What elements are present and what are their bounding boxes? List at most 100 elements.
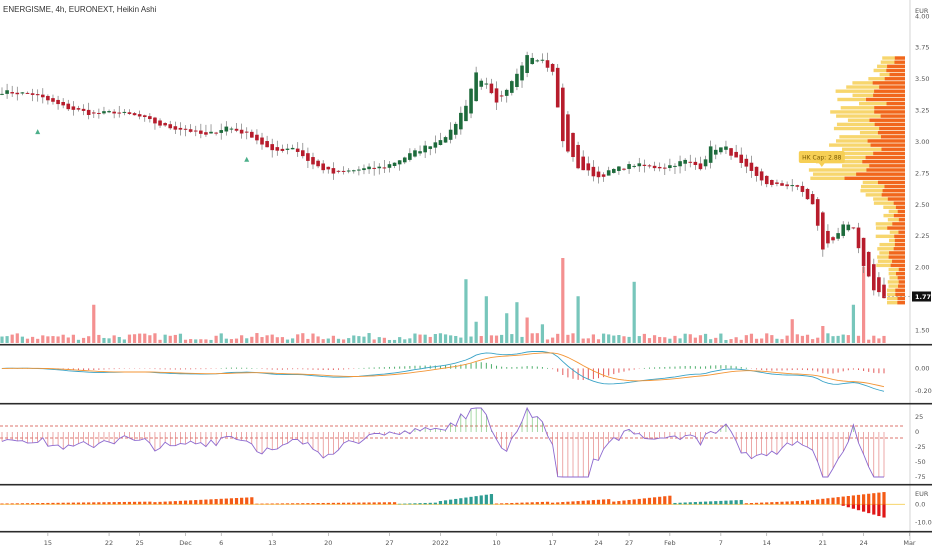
macd-histogram-bar bbox=[424, 365, 426, 369]
volume-bar bbox=[92, 304, 96, 343]
volume-bar bbox=[505, 313, 509, 343]
macd-histogram-bar bbox=[613, 368, 615, 375]
candle-body bbox=[683, 159, 687, 164]
candle-body bbox=[204, 132, 208, 135]
momentum-bar bbox=[428, 502, 432, 505]
volume-profile-bar bbox=[874, 122, 905, 127]
candle-body bbox=[708, 146, 713, 163]
macd-histogram-bar bbox=[536, 366, 538, 369]
volume-bar bbox=[127, 334, 132, 343]
momentum-bar bbox=[703, 501, 708, 505]
macd-histogram-bar bbox=[868, 368, 870, 372]
momentum-bar bbox=[30, 503, 35, 505]
volume-bar bbox=[591, 334, 595, 343]
volume-profile-bar bbox=[836, 114, 905, 118]
macd-histogram-bar bbox=[220, 368, 222, 369]
momentum-bar bbox=[224, 498, 228, 505]
momentum-bar bbox=[321, 502, 325, 505]
momentum-bar bbox=[301, 503, 305, 505]
macd-histogram-bar bbox=[827, 368, 829, 374]
macd-histogram-bar bbox=[694, 366, 696, 369]
momentum-negative-bar bbox=[882, 504, 886, 518]
volume-bar bbox=[510, 334, 514, 343]
candle-body bbox=[326, 166, 331, 170]
time-tick-label: 22 bbox=[105, 539, 113, 547]
candle-body bbox=[499, 95, 504, 97]
volume-profile-bar bbox=[879, 126, 905, 131]
candle-body bbox=[872, 264, 876, 291]
momentum-bar bbox=[173, 501, 177, 505]
candle-body bbox=[387, 164, 392, 168]
macd-histogram-bar bbox=[292, 368, 294, 370]
volume-profile-bar bbox=[897, 276, 905, 280]
volume-bar bbox=[56, 336, 60, 343]
candle-body bbox=[805, 188, 810, 200]
volume-bar bbox=[882, 335, 886, 343]
candle-body bbox=[56, 99, 60, 105]
candle-body bbox=[581, 156, 586, 171]
momentum-bar bbox=[122, 501, 126, 505]
volume-bar bbox=[821, 326, 825, 343]
volume-bar bbox=[81, 337, 86, 343]
volume-profile-bar bbox=[894, 234, 905, 239]
volume-bar bbox=[673, 335, 677, 343]
macd-histogram-bar bbox=[83, 368, 85, 370]
momentum-bar bbox=[15, 503, 19, 505]
macd-histogram-bar bbox=[761, 368, 763, 370]
volume-profile-bar bbox=[846, 85, 905, 89]
volume-profile-bar bbox=[875, 234, 905, 239]
momentum-bar bbox=[255, 503, 259, 505]
candle-body bbox=[729, 148, 733, 156]
macd-histogram-bar bbox=[378, 367, 380, 369]
volume-profile-bar bbox=[859, 101, 905, 106]
momentum-bar bbox=[61, 502, 65, 505]
candle-body bbox=[443, 137, 448, 143]
candle-body bbox=[127, 112, 132, 114]
candle-body bbox=[795, 185, 800, 187]
volume-bar bbox=[321, 339, 325, 343]
candle-body bbox=[382, 167, 387, 169]
time-tick-label: 25 bbox=[136, 539, 144, 547]
momentum-bar bbox=[138, 501, 142, 505]
volume-profile-bar bbox=[870, 143, 905, 147]
candle-body bbox=[831, 237, 835, 241]
momentum-bar bbox=[734, 500, 738, 505]
volume-bar bbox=[173, 334, 177, 343]
momentum-bar bbox=[285, 503, 290, 505]
macd-histogram-bar bbox=[582, 368, 584, 381]
momentum-bar bbox=[678, 502, 682, 505]
momentum-bar bbox=[260, 503, 264, 505]
momentum-bar bbox=[474, 496, 478, 505]
volume-bar bbox=[413, 333, 417, 343]
momentum-bar bbox=[724, 500, 728, 505]
macd-histogram-bar bbox=[801, 368, 803, 370]
volume-bar bbox=[652, 335, 657, 343]
macd-histogram-bar bbox=[587, 368, 589, 380]
macd-histogram-bar bbox=[445, 365, 447, 369]
macd-histogram-bar bbox=[526, 366, 528, 369]
momentum-bar bbox=[168, 501, 172, 505]
candle-body bbox=[173, 126, 178, 130]
volume-bar bbox=[754, 338, 759, 343]
volume-bar bbox=[469, 336, 473, 343]
currency-label: EUR bbox=[915, 7, 929, 15]
volume-profile-bar bbox=[874, 89, 905, 93]
candle-body bbox=[678, 161, 682, 167]
volume-bar bbox=[117, 336, 121, 343]
candle-body bbox=[515, 73, 519, 87]
momentum-bar bbox=[744, 503, 748, 505]
volume-bar bbox=[107, 338, 111, 343]
volume-bar bbox=[189, 339, 193, 343]
price-tick-label: 2.75 bbox=[915, 169, 929, 177]
momentum-bar bbox=[622, 500, 626, 505]
time-tick-label: 7 bbox=[719, 539, 723, 547]
candle-body bbox=[408, 153, 412, 160]
candle-body bbox=[178, 127, 183, 130]
macd-histogram-bar bbox=[195, 368, 197, 370]
volume-bar bbox=[607, 334, 611, 343]
candle-body bbox=[566, 114, 570, 152]
momentum-bar bbox=[336, 502, 341, 505]
momentum-bar bbox=[362, 502, 366, 505]
momentum-bar bbox=[877, 492, 881, 505]
